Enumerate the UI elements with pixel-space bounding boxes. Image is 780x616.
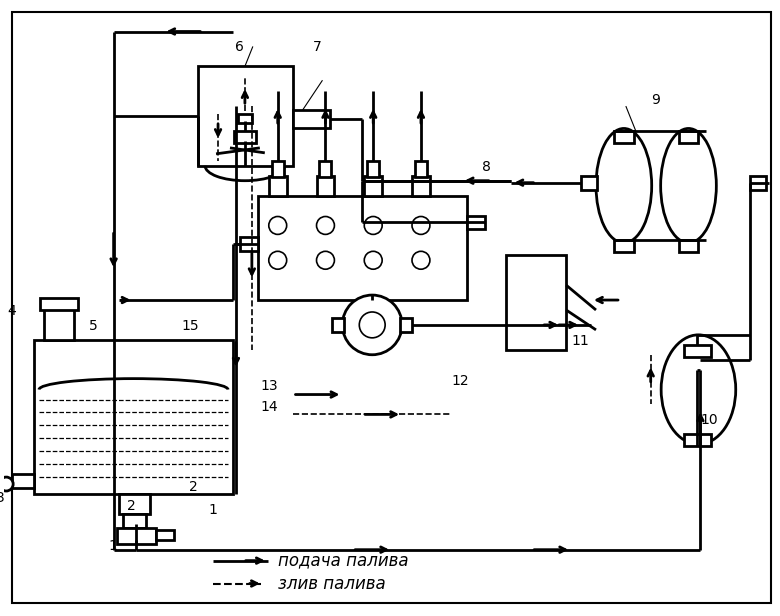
Bar xyxy=(269,176,287,196)
Text: 1: 1 xyxy=(108,538,118,553)
Bar xyxy=(317,176,335,196)
Circle shape xyxy=(412,251,430,269)
Text: 2: 2 xyxy=(190,480,198,494)
Ellipse shape xyxy=(661,335,736,444)
Text: 6: 6 xyxy=(235,41,244,54)
Bar xyxy=(614,240,634,253)
Bar xyxy=(240,237,258,251)
Text: 13: 13 xyxy=(261,379,278,392)
Text: подача палива: подача палива xyxy=(278,552,409,570)
Bar xyxy=(506,255,566,350)
Circle shape xyxy=(317,251,335,269)
Circle shape xyxy=(269,251,287,269)
Bar xyxy=(683,434,711,446)
Text: 8: 8 xyxy=(481,160,491,174)
Bar xyxy=(271,161,284,177)
Bar xyxy=(238,114,252,123)
Bar xyxy=(116,528,156,544)
Circle shape xyxy=(269,216,287,235)
Text: 9: 9 xyxy=(651,93,660,107)
Bar xyxy=(614,131,634,143)
Text: 15: 15 xyxy=(181,319,199,333)
Text: 12: 12 xyxy=(452,373,470,387)
Text: злив палива: злив палива xyxy=(278,575,385,593)
Circle shape xyxy=(317,216,335,235)
Bar xyxy=(234,131,256,143)
Bar xyxy=(400,318,412,332)
Text: 11: 11 xyxy=(571,334,589,348)
Bar xyxy=(122,514,147,528)
Ellipse shape xyxy=(596,129,652,243)
Circle shape xyxy=(0,477,13,491)
Ellipse shape xyxy=(661,129,716,243)
Bar xyxy=(44,308,74,340)
Text: 14: 14 xyxy=(261,400,278,415)
Bar xyxy=(412,176,430,196)
Bar xyxy=(364,176,382,196)
Text: 4: 4 xyxy=(8,304,16,318)
Bar xyxy=(415,161,427,177)
Bar xyxy=(332,318,344,332)
Bar xyxy=(34,340,233,494)
Bar xyxy=(679,240,698,253)
Bar xyxy=(581,176,597,190)
Bar xyxy=(258,196,466,300)
Circle shape xyxy=(342,295,402,355)
Bar xyxy=(40,298,78,310)
Bar xyxy=(320,161,331,177)
Bar xyxy=(119,494,151,514)
Bar xyxy=(367,161,379,177)
Bar xyxy=(156,530,174,540)
Bar xyxy=(292,110,331,128)
Circle shape xyxy=(364,216,382,235)
Circle shape xyxy=(364,251,382,269)
Text: 2: 2 xyxy=(126,499,135,513)
Bar xyxy=(750,176,766,190)
Circle shape xyxy=(360,312,385,338)
Bar xyxy=(198,67,292,166)
Bar xyxy=(466,216,484,229)
Text: 7: 7 xyxy=(313,41,321,54)
Text: 5: 5 xyxy=(90,319,98,333)
Bar xyxy=(679,131,698,143)
Bar xyxy=(683,345,711,357)
Text: 3: 3 xyxy=(0,491,5,505)
Bar xyxy=(12,474,34,488)
Text: 1: 1 xyxy=(208,503,217,517)
Circle shape xyxy=(412,216,430,235)
Text: 10: 10 xyxy=(700,413,718,428)
